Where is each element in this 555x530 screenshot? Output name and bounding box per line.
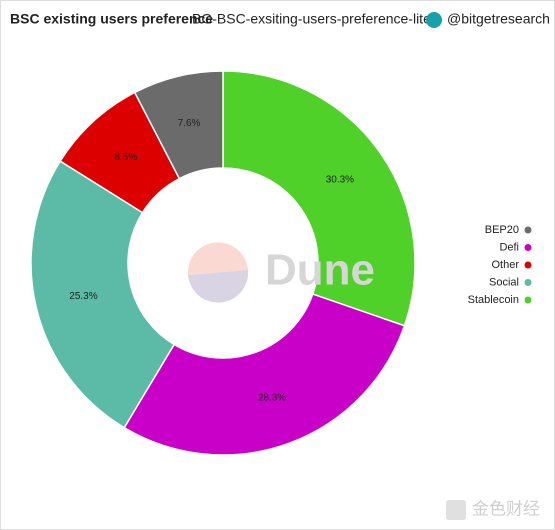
logo-bottom	[188, 270, 249, 303]
legend-swatch	[524, 296, 532, 304]
legend-label: Other	[491, 259, 519, 271]
query-name[interactable]: BG-BSC-exsiting-users-preference-lite	[192, 11, 431, 27]
slice	[30, 160, 176, 429]
legend-label: Stablecoin	[468, 294, 519, 306]
watermark: 金色财经	[472, 499, 540, 518]
legend-label: Defi	[499, 241, 519, 253]
dune-logo: Dune	[187, 242, 375, 303]
data-label: 28.3%	[258, 393, 286, 404]
slice	[123, 293, 406, 456]
legend-swatch	[524, 261, 532, 269]
legend-swatch	[524, 226, 532, 234]
legend-label: Social	[489, 276, 519, 288]
data-label: 25.3%	[69, 291, 97, 302]
data-label: 8.5%	[114, 152, 137, 163]
watermark-icon	[446, 500, 466, 520]
data-label: 30.3%	[326, 174, 354, 185]
slice	[133, 70, 224, 180]
slice	[222, 70, 416, 327]
chart-title: BSC existing users preference	[10, 11, 213, 27]
legend-swatch	[524, 244, 532, 251]
data-label: 7.6%	[178, 118, 201, 129]
logo-top	[187, 242, 248, 275]
author-avatar	[426, 12, 442, 28]
watermark: Dune	[265, 246, 375, 295]
slices	[30, 70, 416, 456]
legend-label: BEP20	[485, 224, 519, 236]
author[interactable]: @bitgetresearch	[447, 11, 550, 27]
legend-swatch	[524, 279, 532, 286]
